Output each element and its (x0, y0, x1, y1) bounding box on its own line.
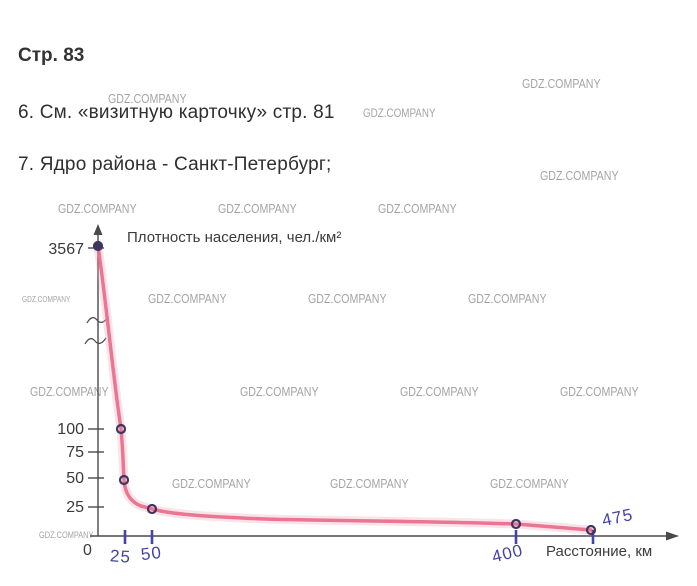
page-heading: Стр. 83 (18, 45, 85, 66)
answer-item-6: 6. См. «визитную карточку» стр. 81 (18, 102, 335, 123)
watermark: GDZ.COMPANY (490, 476, 569, 491)
watermark: GDZ.COMPANY (330, 476, 409, 491)
y-tick-label-3567: 3567 (48, 241, 84, 258)
watermark: GDZ.COMPANY (240, 384, 319, 399)
origin-label: 0 (83, 542, 92, 559)
watermark: GDZ.COMPANY (172, 476, 251, 491)
watermark: GDZ.COMPANY (218, 201, 297, 216)
data-point (115, 423, 127, 435)
watermark: GDZ.COMPANY (39, 530, 94, 540)
y-axis-arrow-icon (93, 224, 103, 235)
y-tick-label-100: 100 (57, 421, 84, 438)
watermark: GDZ.COMPANY (108, 91, 187, 106)
x-axis-label: Расстояние, км (546, 543, 653, 560)
watermark: GDZ.COMPANY (363, 106, 436, 120)
watermark: GDZ.COMPANY (30, 384, 109, 399)
data-point (585, 524, 597, 536)
watermark: GDZ.COMPANY (148, 291, 227, 306)
watermark: GDZ.COMPANY (560, 384, 639, 399)
data-point (146, 503, 158, 515)
data-point (118, 474, 130, 486)
y-axis-break-mark (84, 337, 107, 345)
watermark: GDZ.COMPANY (540, 168, 619, 183)
data-points (92, 240, 597, 536)
watermark: GDZ.COMPANY (22, 295, 71, 304)
watermark: GDZ.COMPANY (468, 291, 547, 306)
watermark: GDZ.COMPANY (522, 76, 601, 91)
y-tick-label-25: 25 (66, 499, 84, 516)
data-point (92, 240, 104, 252)
x-axis-arrow-icon (666, 531, 679, 541)
y-axis-break-mark (86, 316, 109, 324)
handwritten-x-ticks (123, 530, 595, 544)
watermark: GDZ.COMPANY (378, 201, 457, 216)
density-curve (96, 244, 593, 532)
data-point (510, 518, 522, 530)
answer-item-7: 7. Ядро района - Санкт-Петербург; (18, 154, 332, 175)
chart-title: Плотность населения, чел./км² (127, 229, 342, 246)
watermark: GDZ.COMPANY (308, 291, 387, 306)
watermark: GDZ.COMPANY (400, 384, 479, 399)
y-tick-label-50: 50 (66, 470, 84, 487)
watermark: GDZ.COMPANY (58, 201, 137, 216)
y-tick-label-75: 75 (66, 444, 84, 461)
density-curve-halo (93, 241, 596, 535)
